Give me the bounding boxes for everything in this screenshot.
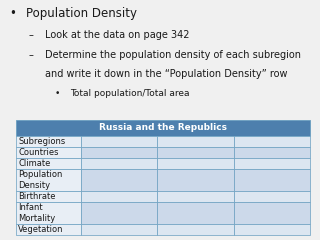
FancyBboxPatch shape	[16, 136, 81, 147]
Text: Infant
Mortality: Infant Mortality	[18, 203, 55, 223]
Text: •: •	[10, 7, 16, 20]
Text: Subregions: Subregions	[18, 137, 66, 146]
FancyBboxPatch shape	[234, 169, 310, 191]
FancyBboxPatch shape	[16, 120, 310, 136]
FancyBboxPatch shape	[81, 158, 157, 169]
FancyBboxPatch shape	[81, 202, 157, 224]
Text: Birthrate: Birthrate	[18, 192, 56, 201]
Text: Determine the population density of each subregion: Determine the population density of each…	[45, 50, 301, 60]
FancyBboxPatch shape	[81, 169, 157, 191]
Text: Vegetation: Vegetation	[18, 225, 64, 234]
FancyBboxPatch shape	[157, 191, 234, 202]
FancyBboxPatch shape	[234, 136, 310, 147]
FancyBboxPatch shape	[157, 158, 234, 169]
Text: Climate: Climate	[18, 159, 51, 168]
FancyBboxPatch shape	[157, 169, 234, 191]
FancyBboxPatch shape	[16, 158, 81, 169]
FancyBboxPatch shape	[234, 202, 310, 224]
FancyBboxPatch shape	[81, 224, 157, 235]
FancyBboxPatch shape	[81, 136, 157, 147]
FancyBboxPatch shape	[157, 147, 234, 158]
Text: Population
Density: Population Density	[18, 170, 63, 190]
FancyBboxPatch shape	[16, 169, 81, 191]
FancyBboxPatch shape	[157, 224, 234, 235]
FancyBboxPatch shape	[157, 202, 234, 224]
Text: Countries: Countries	[18, 148, 59, 157]
FancyBboxPatch shape	[234, 224, 310, 235]
FancyBboxPatch shape	[234, 158, 310, 169]
Text: •: •	[54, 89, 60, 98]
FancyBboxPatch shape	[234, 191, 310, 202]
Text: Russia and the Republics: Russia and the Republics	[99, 123, 227, 132]
Text: –: –	[29, 50, 34, 60]
FancyBboxPatch shape	[16, 224, 81, 235]
Text: Population Density: Population Density	[26, 7, 137, 20]
Text: Total population/Total area: Total population/Total area	[70, 89, 190, 98]
Text: and write it down in the “Population Density” row: and write it down in the “Population Den…	[45, 69, 287, 79]
FancyBboxPatch shape	[81, 147, 157, 158]
FancyBboxPatch shape	[234, 147, 310, 158]
FancyBboxPatch shape	[16, 147, 81, 158]
Text: Look at the data on page 342: Look at the data on page 342	[45, 30, 189, 40]
FancyBboxPatch shape	[16, 191, 81, 202]
FancyBboxPatch shape	[16, 202, 81, 224]
FancyBboxPatch shape	[81, 191, 157, 202]
Text: –: –	[29, 30, 34, 40]
FancyBboxPatch shape	[157, 136, 234, 147]
